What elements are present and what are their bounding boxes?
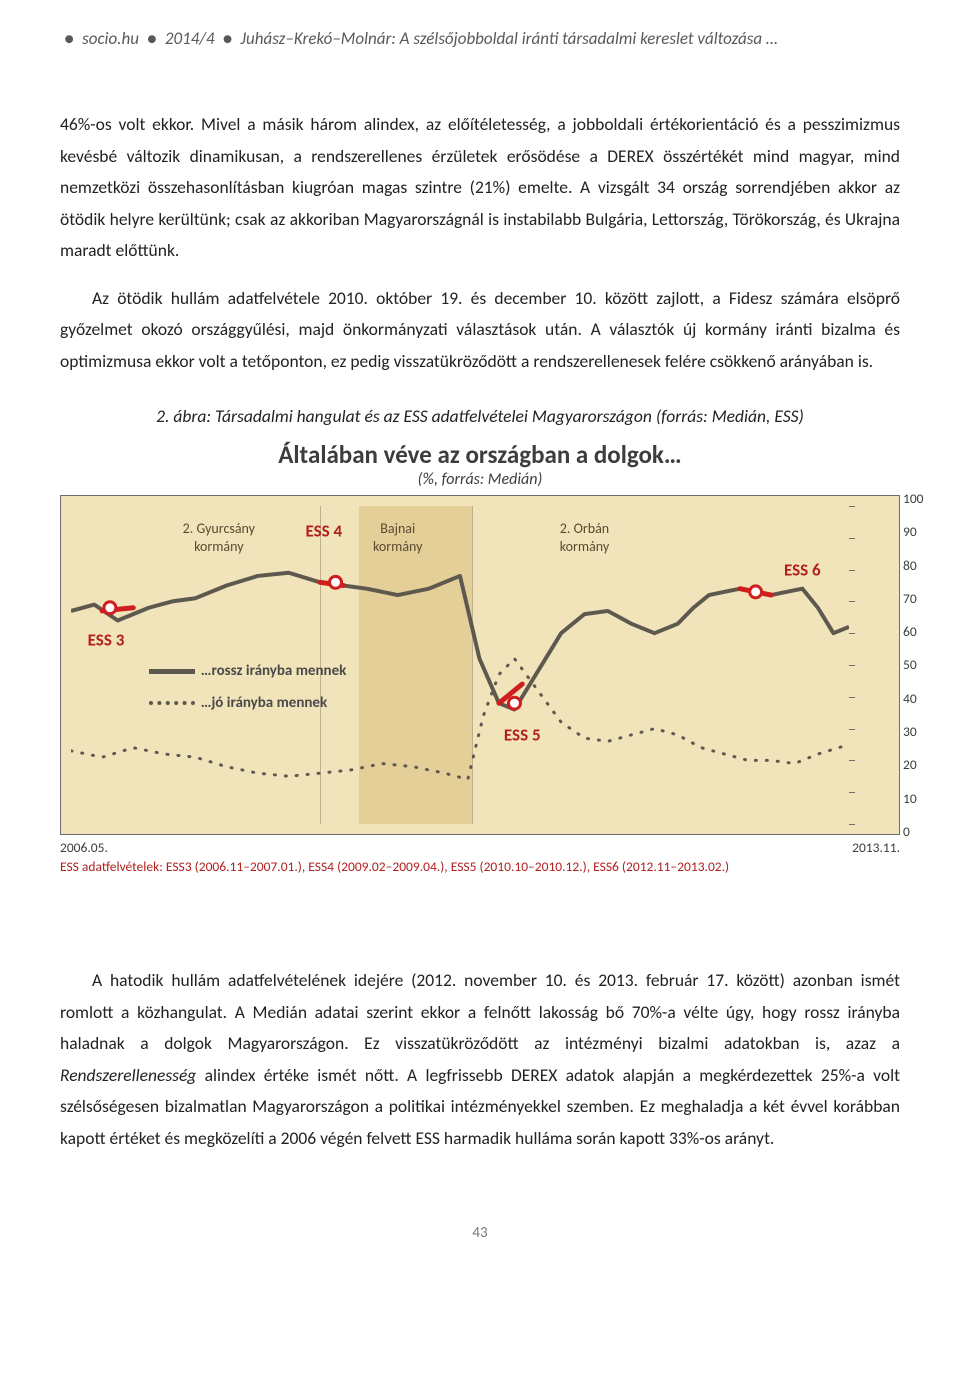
ess-label: ESS 3	[88, 629, 125, 650]
chart-footer-note: ESS adatfelvételek: ESS3 (2006.11–2007.0…	[60, 858, 900, 875]
page: ● socio.hu ● 2014/4 ● Juhász–Krekó–Molná…	[0, 0, 960, 1282]
header-issue: 2014/4	[165, 28, 215, 49]
paragraph-2: Az ötödik hullám adatfelvétele 2010. okt…	[60, 283, 900, 378]
y-tick-label: 60	[903, 623, 943, 640]
ess-label: ESS 5	[504, 724, 541, 745]
y-tick-label: 80	[903, 557, 943, 574]
p3-italic: Rendszerellenesség	[60, 1064, 196, 1086]
y-tick-label: 40	[903, 690, 943, 707]
y-tick-label: 100	[903, 490, 943, 507]
chart-plot-box: 2. Gyurcsánykormány Bajnaikormány 2. Orbán…	[60, 495, 900, 835]
ess-label: ESS 6	[784, 559, 821, 580]
page-number: 43	[60, 1224, 900, 1242]
legend-good: …jó irányba mennek	[149, 694, 327, 712]
chart-title: Általában véve az országban a dolgok…	[60, 439, 900, 470]
ess-marker	[104, 602, 116, 614]
header-title: Juhász–Krekó–Molnár: A szélsőjobboldal i…	[241, 28, 778, 49]
paragraph-1: 46%-os volt ekkor. Mivel a másik három a…	[60, 109, 900, 267]
gov-label: 2. Orbánkormány	[560, 520, 609, 555]
series-bad-line	[71, 573, 849, 710]
chart-x-start: 2006.05.	[60, 839, 108, 856]
chart-subtitle: (%, forrás: Medián)	[60, 470, 900, 489]
ess-label: ESS 4	[306, 521, 343, 542]
y-tick-label: 0	[903, 823, 943, 840]
chart-y-axis: 0 10 20 30 40 50 60 70 80 90 100	[903, 490, 943, 840]
y-tick-label: 50	[903, 656, 943, 673]
chart-x-axis-labels: 2006.05. 2013.11.	[60, 839, 900, 856]
y-tick-label: 30	[903, 723, 943, 740]
gov-label: 2. Gyurcsánykormány	[183, 520, 255, 555]
legend-bad: …rossz irányba mennek	[149, 662, 347, 680]
ess-marker	[330, 576, 342, 588]
running-header: ● socio.hu ● 2014/4 ● Juhász–Krekó–Molná…	[60, 28, 900, 49]
chart-container: Általában véve az országban a dolgok… (%…	[60, 439, 900, 875]
ess-marker	[508, 697, 520, 709]
header-site: socio.hu	[82, 28, 139, 49]
chart-x-end: 2013.11.	[852, 839, 900, 856]
paragraph-3: A hatodik hullám adatfelvételének idejér…	[60, 965, 900, 1154]
y-tick-label: 20	[903, 756, 943, 773]
ess-marker	[750, 586, 762, 598]
figure-caption: 2. ábra: Társadalmi hangulat és az ESS a…	[60, 405, 900, 427]
p3-before: A hatodik hullám adatfelvételének idejér…	[60, 969, 900, 1054]
gov-label: Bajnaikormány	[373, 520, 422, 555]
y-tick-label: 10	[903, 790, 943, 807]
y-tick-label: 70	[903, 590, 943, 607]
y-tick-label: 90	[903, 523, 943, 540]
